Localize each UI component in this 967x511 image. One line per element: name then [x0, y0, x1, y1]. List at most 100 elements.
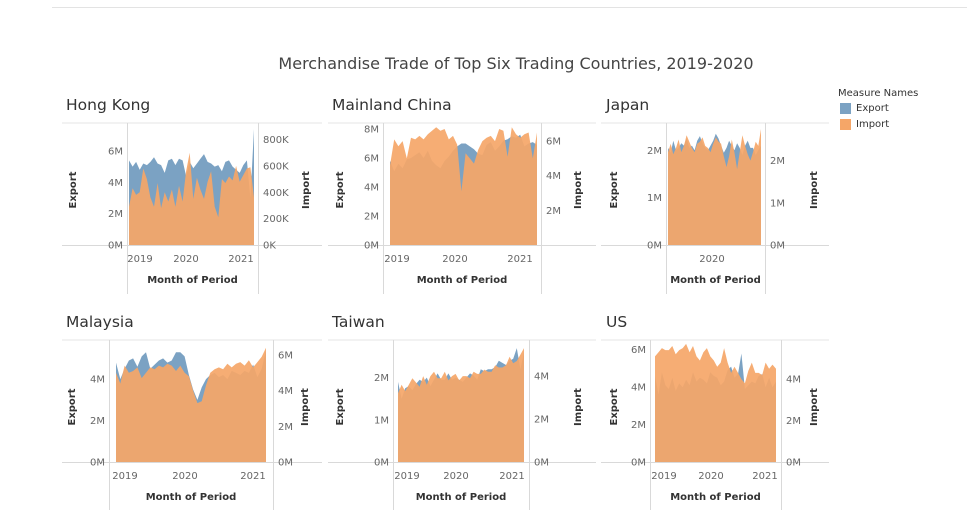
legend-title: Measure Names	[838, 88, 919, 99]
panel-hong-kong: Hong Kong 0M 2M 4M 6M 0K 200K 400K 600K 800K Expor…	[62, 96, 322, 294]
y-left-title: Export	[335, 171, 346, 208]
x-tick-label: 2020	[698, 471, 723, 482]
x-axis-title: Month of Period	[416, 492, 507, 503]
legend-item-export[interactable]: Export	[840, 101, 918, 115]
legend: Measure Names Export Import	[838, 88, 918, 131]
left-tick-label: 2M	[90, 416, 105, 427]
y-right-title: Import	[300, 388, 311, 426]
right-tick-label: 400K	[263, 188, 289, 199]
right-tick-label: 0M	[278, 458, 293, 469]
left-tick-label: 4M	[631, 383, 646, 394]
x-tick-label: 2020	[699, 254, 724, 265]
right-tick-label: 4M	[546, 171, 561, 182]
left-tick-label: 0M	[647, 241, 662, 252]
area-import-taiwan[interactable]	[398, 348, 524, 462]
y-left-title: Export	[335, 388, 346, 425]
right-tick-label: 2M	[534, 415, 549, 426]
x-tick-label: 2019	[112, 471, 137, 482]
y-right-title: Import	[573, 388, 584, 426]
x-tick-label: 2019	[127, 254, 152, 265]
left-tick-label: 2M	[374, 373, 389, 384]
left-tick-label: 2M	[364, 212, 379, 223]
legend-swatch-import	[840, 118, 851, 130]
panel-title-hong-kong: Hong Kong	[66, 96, 150, 114]
x-axis-title: Month of Period	[147, 275, 238, 286]
y-right-title: Import	[809, 171, 820, 209]
x-tick-label: 2019	[384, 254, 409, 265]
right-tick-label: 6M	[546, 137, 561, 148]
x-tick-label: 2020	[172, 471, 197, 482]
left-tick-label: 6M	[631, 345, 646, 356]
left-tick-label: 2M	[108, 209, 123, 220]
legend-item-import[interactable]: Import	[840, 117, 918, 131]
left-tick-label: 2M	[631, 420, 646, 431]
panel-japan: Japan 0M 1M 2M 0M 1M 2M Export Import 2020 Month o…	[601, 96, 829, 294]
left-tick-label: 1M	[374, 415, 389, 426]
left-tick-label: 2M	[647, 146, 662, 157]
left-tick-label: 0M	[90, 458, 105, 469]
right-tick-label: 2M	[786, 416, 801, 427]
x-tick-label: 2021	[507, 254, 532, 265]
y-right-title: Import	[573, 171, 584, 209]
area-import-us[interactable]	[655, 343, 776, 462]
right-tick-label: 2M	[770, 156, 785, 167]
y-left-title: Export	[609, 388, 620, 425]
panel-title-us: US	[606, 313, 627, 331]
x-axis-title: Month of Period	[670, 492, 761, 503]
top-divider	[52, 7, 967, 8]
x-axis-title: Month of Period	[417, 275, 508, 286]
y-right-title: Import	[301, 171, 312, 209]
left-tick-label: 0M	[374, 458, 389, 469]
x-tick-label: 2021	[752, 471, 777, 482]
right-tick-label: 1M	[770, 198, 785, 209]
left-tick-label: 8M	[364, 125, 379, 136]
x-tick-label: 2020	[443, 471, 468, 482]
right-tick-label: 4M	[534, 372, 549, 383]
left-tick-label: 6M	[108, 146, 123, 157]
x-axis-title: Month of Period	[146, 492, 237, 503]
panel-taiwan: Taiwan 0M 1M 2M 0M 2M 4M Export Import 2019 2020 20…	[328, 313, 596, 510]
right-tick-label: 4M	[786, 375, 801, 386]
area-import-hong-kong[interactable]	[129, 152, 254, 245]
left-tick-label: 1M	[647, 193, 662, 204]
left-tick-label: 6M	[364, 154, 379, 165]
right-tick-label: 0M	[786, 458, 801, 469]
panel-mainland-china: Mainland China 0M 2M 4M 6M 8M 2M 4M 6M Export Impo…	[328, 96, 596, 294]
right-tick-label: 4M	[278, 386, 293, 397]
x-tick-label: 2021	[228, 254, 253, 265]
area-import-mainland-china[interactable]	[390, 127, 537, 245]
y-left-title: Export	[68, 171, 79, 208]
legend-label-export: Export	[856, 102, 889, 114]
x-tick-label: 2019	[651, 471, 676, 482]
right-tick-label: 0M	[534, 458, 549, 469]
x-tick-label: 2021	[499, 471, 524, 482]
area-import-malaysia[interactable]	[116, 347, 266, 462]
right-tick-label: 800K	[263, 135, 289, 146]
left-tick-label: 0M	[631, 458, 646, 469]
legend-swatch-export	[840, 102, 851, 114]
x-tick-label: 2020	[442, 254, 467, 265]
left-tick-label: 4M	[108, 178, 123, 189]
x-axis-title: Month of Period	[670, 275, 761, 286]
area-import-japan[interactable]	[668, 129, 761, 245]
right-tick-label: 0M	[770, 241, 785, 252]
left-tick-label: 4M	[90, 375, 105, 386]
right-tick-label: 6M	[278, 350, 293, 361]
panel-malaysia: Malaysia 0M 2M 4M 0M 2M 4M 6M Export Import 2019 20…	[62, 313, 322, 510]
y-left-title: Export	[67, 388, 78, 425]
chart-title: Merchandise Trade of Top Six Trading Cou…	[278, 54, 754, 73]
y-right-title: Import	[809, 388, 820, 426]
panel-title-taiwan: Taiwan	[331, 313, 385, 331]
panel-title-mainland-china: Mainland China	[332, 96, 452, 114]
x-tick-label: 2019	[394, 471, 419, 482]
left-tick-label: 0M	[364, 241, 379, 252]
right-tick-label: 2M	[546, 206, 561, 217]
left-tick-label: 0M	[108, 241, 123, 252]
right-tick-label: 600K	[263, 161, 289, 172]
panel-title-malaysia: Malaysia	[66, 313, 134, 331]
panel-us: US 0M 2M 4M 6M 0M 2M 4M Export Import 2019 2020 2021…	[601, 313, 829, 510]
legend-label-import: Import	[856, 118, 890, 130]
y-left-title: Export	[609, 171, 620, 208]
x-tick-label: 2021	[240, 471, 265, 482]
